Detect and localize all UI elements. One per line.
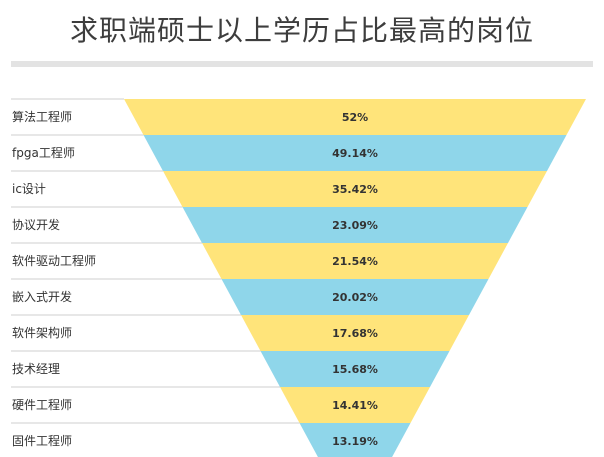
funnel-band [221, 279, 489, 315]
funnel-band [124, 99, 586, 135]
value-label: 15.68% [332, 363, 378, 376]
funnel-band [260, 351, 450, 387]
category-label: 嵌入式开发 [12, 289, 72, 304]
value-label: 52% [342, 111, 368, 124]
funnel-band [241, 315, 469, 351]
category-label: 软件驱动工程师 [12, 253, 96, 268]
category-label: 固件工程师 [12, 433, 72, 448]
funnel-band [143, 135, 567, 171]
value-label: 17.68% [332, 327, 378, 340]
value-label: 14.41% [332, 399, 378, 412]
category-label: 软件架构师 [12, 325, 72, 340]
funnel-band [299, 423, 411, 457]
category-label: ic设计 [12, 182, 46, 196]
title-underline [11, 61, 593, 67]
value-label: 13.19% [332, 435, 378, 448]
category-label: 硬件工程师 [12, 397, 72, 412]
category-label: 算法工程师 [12, 109, 72, 124]
funnel-band [163, 171, 547, 207]
category-label: 协议开发 [12, 217, 60, 232]
funnel-band [280, 387, 430, 423]
value-label: 21.54% [332, 255, 378, 268]
category-label: 技术经理 [12, 362, 60, 376]
chart-title: 求职端硕士以上学历占比最高的岗位 [69, 14, 534, 47]
value-label: 23.09% [332, 219, 378, 232]
value-label: 49.14% [332, 147, 378, 160]
value-label: 20.02% [332, 291, 378, 304]
funnel-band [202, 243, 508, 279]
category-label: fpga工程师 [12, 145, 75, 160]
value-label: 35.42% [332, 183, 378, 196]
funnel-band [182, 207, 528, 243]
